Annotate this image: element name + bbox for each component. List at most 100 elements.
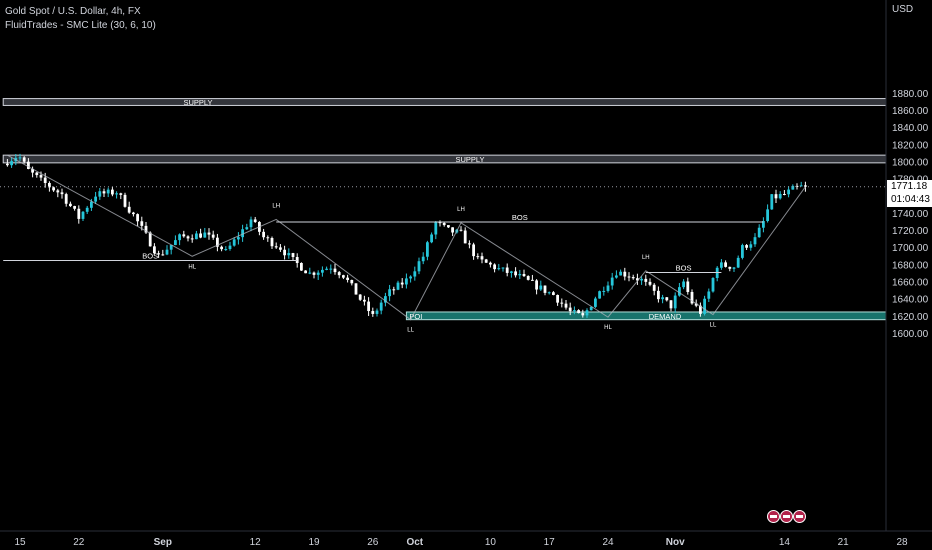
candle-body xyxy=(648,281,652,285)
candle-body xyxy=(564,303,568,308)
candle-body xyxy=(358,294,362,300)
demand-zone-label: POI xyxy=(409,312,422,321)
time-axis[interactable]: 15 22 Sep 12 19 26 Oct 10 17 24 Nov 14 21 28 xyxy=(14,537,908,548)
candle-body xyxy=(787,189,790,195)
candle-body xyxy=(594,298,597,307)
candle-body xyxy=(106,189,110,194)
candle-body xyxy=(85,207,89,212)
candle-body xyxy=(493,264,496,270)
candle-body xyxy=(354,283,358,295)
candle-body xyxy=(52,187,55,191)
bos-label: BOS xyxy=(512,213,528,222)
indicator-legend[interactable]: FluidTrades - SMC Lite (30, 6, 10) xyxy=(5,19,156,33)
candle-body xyxy=(384,296,387,303)
symbol-title[interactable]: Gold Spot / U.S. Dollar, 4h, FX xyxy=(5,6,141,17)
candle-body xyxy=(543,285,547,293)
candle-body xyxy=(661,297,664,300)
time-tick-label: Nov xyxy=(666,537,685,548)
candle-body xyxy=(291,253,295,258)
candle-body xyxy=(144,225,148,233)
candle-body xyxy=(598,291,601,299)
candle-body xyxy=(48,182,51,188)
candle-body xyxy=(300,262,303,271)
price-tick-label: 1860.00 xyxy=(892,106,929,117)
us-flag-icon[interactable] xyxy=(767,510,780,523)
zones-layer: SUPPLY SUPPLY POI DEMAND xyxy=(2,98,887,321)
time-tick-label: Oct xyxy=(406,537,423,548)
price-tick-label: 1620.00 xyxy=(892,312,929,323)
candle-body xyxy=(241,229,244,238)
candle-body xyxy=(111,189,114,195)
time-tick-label: 19 xyxy=(308,537,320,548)
last-price-tag: 1771.18 01:04:43 xyxy=(887,179,932,207)
candle-body xyxy=(472,244,475,257)
candle-body xyxy=(123,194,127,207)
candle-body xyxy=(253,219,257,222)
time-tick-label: 12 xyxy=(250,537,262,548)
candle-body xyxy=(388,289,391,297)
time-tick-label: 26 xyxy=(367,537,379,548)
candle-body xyxy=(711,278,715,292)
candle-body xyxy=(447,225,450,228)
candle-body xyxy=(350,279,354,284)
candle-body xyxy=(169,245,173,250)
candle-body xyxy=(699,305,702,314)
candle-body xyxy=(157,253,160,255)
candle-body xyxy=(195,233,198,240)
candle-body xyxy=(640,278,643,281)
candle-body xyxy=(153,246,156,254)
candle-body xyxy=(409,276,412,279)
candle-body xyxy=(531,279,534,281)
candle-body xyxy=(69,203,72,207)
candle-body xyxy=(342,275,345,278)
us-flag-icon[interactable] xyxy=(793,510,806,523)
indicator-params: (30, 6, 10) xyxy=(110,20,156,31)
candle-body xyxy=(405,278,408,285)
candle-body xyxy=(451,227,454,233)
candle-body xyxy=(136,214,139,222)
us-flag-icon[interactable] xyxy=(780,510,793,523)
candle-body xyxy=(673,295,677,309)
price-tick-label: 1660.00 xyxy=(892,277,929,288)
time-tick-label: 24 xyxy=(602,537,614,548)
candle-body xyxy=(329,268,333,270)
candle-body xyxy=(220,246,223,250)
candle-body xyxy=(174,240,177,246)
candle-body xyxy=(497,268,501,270)
candle-body xyxy=(295,257,299,263)
candle-body xyxy=(728,266,732,269)
candle-body xyxy=(623,271,627,277)
candle-body xyxy=(115,193,118,195)
candle-body xyxy=(249,219,253,228)
candle-body xyxy=(463,230,467,244)
candle-body xyxy=(321,269,324,273)
candle-body xyxy=(430,234,433,243)
candle-body xyxy=(119,193,123,195)
candle-body xyxy=(573,310,576,312)
candle-body xyxy=(56,190,60,193)
candle-body xyxy=(468,243,471,245)
candle-body xyxy=(279,247,282,250)
candle-body xyxy=(363,299,366,302)
candle-body xyxy=(283,249,286,256)
supply-zone xyxy=(2,154,887,164)
candle-body xyxy=(804,185,807,187)
candle-body xyxy=(589,306,593,311)
candle-body xyxy=(690,291,694,304)
last-price-value: 1771.18 xyxy=(891,180,928,192)
swing-zigzag xyxy=(7,154,806,321)
candle-body xyxy=(270,238,274,247)
candle-body xyxy=(27,161,30,169)
candle-body xyxy=(791,185,795,190)
candle-body xyxy=(94,196,97,202)
candle-body xyxy=(514,271,517,276)
candle-body xyxy=(535,280,538,290)
candle-body xyxy=(741,245,744,258)
candle-body xyxy=(610,277,614,286)
price-axis[interactable]: 1600.00 1620.00 1640.00 1660.00 1680.00 1700.… xyxy=(892,89,929,340)
candle-body xyxy=(35,172,39,176)
candle-body xyxy=(190,238,194,240)
candle-body xyxy=(619,271,622,276)
candle-body xyxy=(442,222,446,226)
